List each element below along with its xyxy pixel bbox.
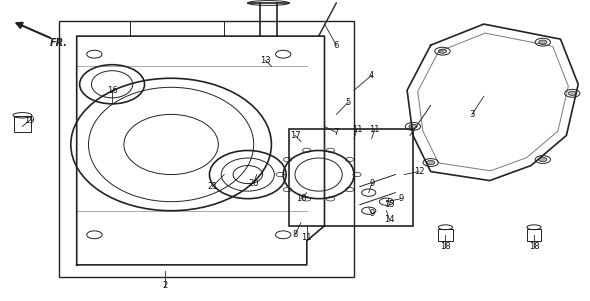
Text: 17: 17 bbox=[290, 131, 300, 140]
Bar bbox=[14, 116, 31, 132]
Text: 19: 19 bbox=[24, 116, 35, 125]
Text: 6: 6 bbox=[333, 41, 339, 50]
Text: FR.: FR. bbox=[50, 38, 68, 48]
Bar bbox=[438, 229, 453, 241]
Text: 12: 12 bbox=[414, 167, 424, 176]
Bar bbox=[289, 129, 413, 226]
Circle shape bbox=[539, 157, 547, 162]
Text: 9: 9 bbox=[369, 179, 374, 188]
Circle shape bbox=[438, 49, 447, 53]
Text: 11: 11 bbox=[352, 125, 362, 134]
Text: 21: 21 bbox=[207, 182, 218, 191]
Text: 7: 7 bbox=[333, 128, 339, 137]
Text: 15: 15 bbox=[384, 200, 395, 209]
Text: 5: 5 bbox=[346, 98, 350, 107]
Circle shape bbox=[409, 124, 417, 129]
Text: 18: 18 bbox=[440, 242, 451, 251]
Circle shape bbox=[427, 160, 435, 165]
Text: 9: 9 bbox=[399, 194, 404, 203]
Text: 9: 9 bbox=[369, 209, 374, 218]
Text: 3: 3 bbox=[469, 110, 475, 119]
Text: 11: 11 bbox=[301, 233, 312, 242]
Bar bbox=[59, 21, 354, 277]
Circle shape bbox=[539, 40, 547, 44]
Text: 8: 8 bbox=[292, 230, 298, 239]
Text: 10: 10 bbox=[296, 194, 306, 203]
Text: 2: 2 bbox=[163, 281, 168, 290]
Circle shape bbox=[568, 91, 576, 95]
Text: 16: 16 bbox=[107, 86, 117, 95]
Text: 11: 11 bbox=[369, 125, 380, 134]
Text: 4: 4 bbox=[369, 71, 374, 80]
Bar bbox=[527, 229, 541, 241]
Text: 20: 20 bbox=[248, 179, 259, 188]
Text: 14: 14 bbox=[384, 215, 395, 224]
Text: 18: 18 bbox=[529, 242, 539, 251]
Text: 13: 13 bbox=[260, 56, 271, 65]
